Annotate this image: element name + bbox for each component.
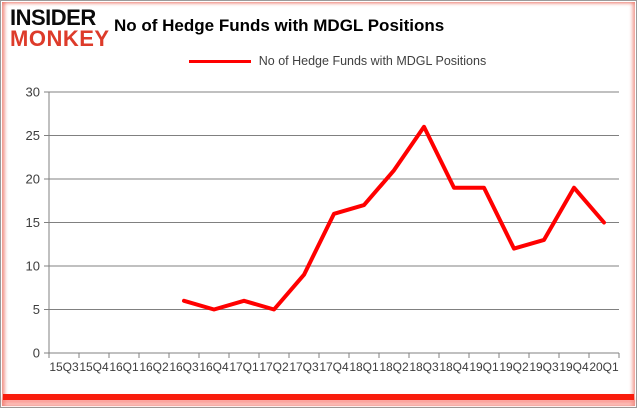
x-tick-label: 16Q3 — [169, 360, 199, 374]
gridlines — [49, 91, 619, 310]
logo-insider: INSIDER — [10, 5, 96, 30]
y-tick-label: 0 — [33, 346, 40, 361]
legend-line-marker — [188, 59, 251, 63]
x-tick-label: 17Q3 — [289, 360, 319, 374]
y-tick-label: 5 — [33, 302, 40, 317]
x-tick-label: 18Q1 — [349, 360, 379, 374]
x-tick-label: 18Q4 — [439, 360, 469, 374]
y-tick-label: 10 — [26, 259, 40, 274]
y-tick-label: 25 — [26, 128, 40, 143]
chart-title: No of Hedge Funds with MDGL Positions — [114, 16, 445, 35]
y-tick-label: 15 — [26, 215, 40, 230]
legend: No of Hedge Funds with MDGL Positions — [1, 52, 637, 70]
x-tick-label: 15Q4 — [79, 360, 109, 374]
series-line — [182, 124, 606, 312]
x-tick-label: 17Q1 — [229, 360, 259, 374]
x-tick-label: 19Q2 — [499, 360, 529, 374]
x-axis-labels: 15Q3 15Q4 16Q1 16Q2 16Q3 16Q4 17Q1 17Q2 17Q3 17Q4… — [49, 360, 619, 374]
x-tick-label: 20Q1 — [589, 360, 619, 374]
insider-monkey-logo: INSIDER MONKEY — [10, 5, 110, 51]
x-tick-label: 16Q1 — [109, 360, 139, 374]
x-tick-label: 16Q4 — [199, 360, 229, 374]
logo-monkey: MONKEY — [10, 25, 110, 51]
x-tick-label: 19Q3 — [529, 360, 559, 374]
x-tick-label: 17Q2 — [259, 360, 289, 374]
x-tick-label: 18Q3 — [409, 360, 439, 374]
x-tick-label: 15Q3 — [49, 360, 79, 374]
x-tick-label: 19Q1 — [469, 360, 499, 374]
y-axis-labels: 0 5 10 15 20 25 30 — [26, 85, 40, 361]
tick-marks — [44, 91, 620, 358]
x-tick-label: 16Q2 — [139, 360, 169, 374]
x-tick-label: 18Q2 — [379, 360, 409, 374]
x-tick-label: 17Q4 — [319, 360, 349, 374]
y-tick-label: 30 — [26, 85, 40, 100]
x-tick-label: 19Q4 — [559, 360, 589, 374]
legend-label: No of Hedge Funds with MDGL Positions — [258, 54, 487, 68]
y-tick-label: 20 — [26, 172, 40, 187]
